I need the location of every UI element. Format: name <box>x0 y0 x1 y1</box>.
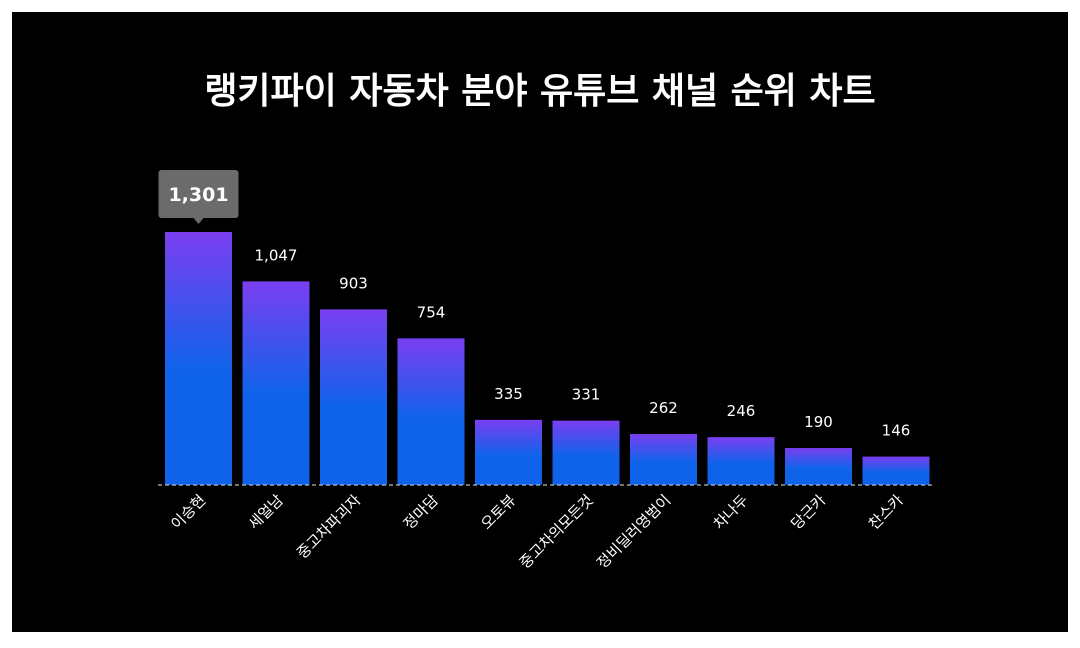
bar-3 <box>397 338 465 485</box>
bar-5 <box>552 420 620 485</box>
value-label: 331 <box>572 386 601 404</box>
bar-1 <box>242 281 310 485</box>
value-label: 754 <box>417 303 446 321</box>
tooltip-pointer <box>193 218 204 224</box>
bar-7 <box>707 437 775 485</box>
category-label: 정비딜러영범이 <box>593 491 674 572</box>
category-label: 차나두 <box>710 491 752 533</box>
bar-4 <box>475 419 542 485</box>
category-label: 중고차의모든것 <box>516 491 597 572</box>
value-label: 246 <box>727 402 756 420</box>
value-label: 146 <box>882 422 911 440</box>
category-label: 세얼남 <box>245 491 287 533</box>
value-label: 335 <box>494 385 523 403</box>
value-label: 190 <box>804 413 833 431</box>
value-label: 1,047 <box>255 246 298 264</box>
category-label: 정마담 <box>400 491 442 533</box>
bar-6 <box>630 434 697 485</box>
chart-title: 랭키파이 자동차 분야 유튜브 채널 순위 차트 <box>204 71 876 112</box>
bar-0 <box>165 232 232 485</box>
value-label: 262 <box>649 399 678 417</box>
bar-9 <box>862 456 930 485</box>
category-label: 중고차파괴자 <box>293 491 364 562</box>
category-label: 당근카 <box>787 491 829 533</box>
tooltip-box <box>158 170 239 218</box>
bar-8 <box>785 448 852 485</box>
category-label: 찬스카 <box>865 491 907 533</box>
value-label: 903 <box>339 274 368 292</box>
bar-2 <box>320 309 387 485</box>
value-label: 1,301 <box>168 184 228 206</box>
category-label: 오토뷰 <box>477 491 519 533</box>
category-label: 이승현 <box>167 491 209 533</box>
